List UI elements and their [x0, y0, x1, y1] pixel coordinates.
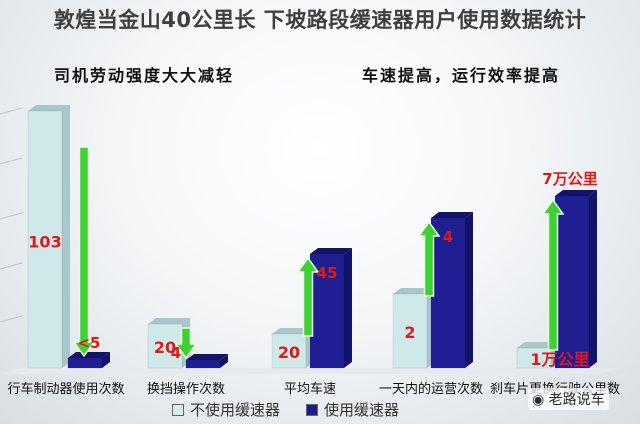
data-label-without-4: 1万公里 — [530, 350, 589, 369]
bar-with-2-top — [310, 248, 352, 254]
arrow-0 — [72, 146, 96, 358]
bar-without-0 — [27, 110, 63, 369]
data-label-without-3: 2 — [404, 323, 415, 342]
bar-without-4 — [516, 347, 552, 369]
legend: 不使用缓速器 使用缓速器 — [172, 399, 399, 420]
legend-label-with: 使用缓速器 — [324, 401, 400, 419]
arrow-2 — [296, 256, 320, 337]
bar-with-0 — [67, 357, 103, 369]
bar-with-4 — [554, 195, 590, 369]
category-label-2: 平均车速 — [284, 381, 336, 397]
watermark: ◉ 老路说车 — [528, 388, 609, 410]
bar-with-3-side — [465, 212, 473, 368]
data-label-without-1: 20 — [154, 338, 176, 357]
data-label-with-3: 4 — [443, 228, 453, 246]
bar-with-1 — [185, 359, 221, 369]
data-label-with-2: 45 — [317, 264, 338, 282]
bar-with-1-top — [186, 354, 228, 360]
data-label-with-1: 4 — [171, 344, 181, 362]
bar-with-0-top — [68, 352, 110, 358]
slogan-left: 司机劳动强度大大减轻 — [54, 66, 235, 85]
grid-line — [0, 212, 23, 220]
grid-line — [0, 157, 23, 165]
category-label-3: 一天内的运营次数 — [379, 381, 483, 397]
bar-without-1-top — [148, 318, 190, 324]
bar-with-2-side — [344, 248, 352, 368]
watermark-text: 老路说车 — [548, 392, 605, 408]
slogan-right: 车速提高，运行效率提高 — [362, 66, 561, 85]
bar-with-2 — [309, 253, 345, 369]
data-label-with-4: 7万公里 — [542, 170, 597, 188]
category-label-1: 换挡操作次数 — [147, 381, 225, 397]
chart-floor — [0, 368, 620, 374]
arrow-3 — [417, 220, 441, 297]
bar-without-2 — [271, 333, 307, 369]
bar-with-3 — [430, 217, 466, 369]
grid-line — [0, 107, 23, 115]
bar-with-4-side — [589, 190, 597, 368]
grid-line — [0, 262, 23, 270]
bar-without-0-side — [62, 105, 70, 368]
grid-line — [0, 315, 23, 323]
category-label-0: 行车制动器使用次数 — [7, 381, 124, 397]
arrow-1 — [174, 327, 198, 360]
bar-with-0-side — [102, 352, 110, 368]
bar-with-3-top — [431, 212, 473, 218]
legend-label-without: 不使用缓速器 — [190, 401, 281, 419]
legend-swatch-without — [172, 403, 184, 416]
data-label-without-0: 103 — [28, 233, 61, 252]
bar-with-1-side — [220, 354, 228, 368]
arrow-4 — [541, 198, 565, 351]
legend-swatch-with — [306, 403, 319, 416]
data-label-with-0: <5 — [77, 334, 100, 352]
bar-without-0-top — [28, 105, 70, 111]
bar-with-4-top — [555, 190, 597, 196]
bar-without-3 — [392, 293, 428, 369]
data-label-without-2: 20 — [278, 343, 300, 362]
chart-title: 敦煌当金山40公里长 下坡路段缓速器用户使用数据统计 — [53, 8, 587, 32]
